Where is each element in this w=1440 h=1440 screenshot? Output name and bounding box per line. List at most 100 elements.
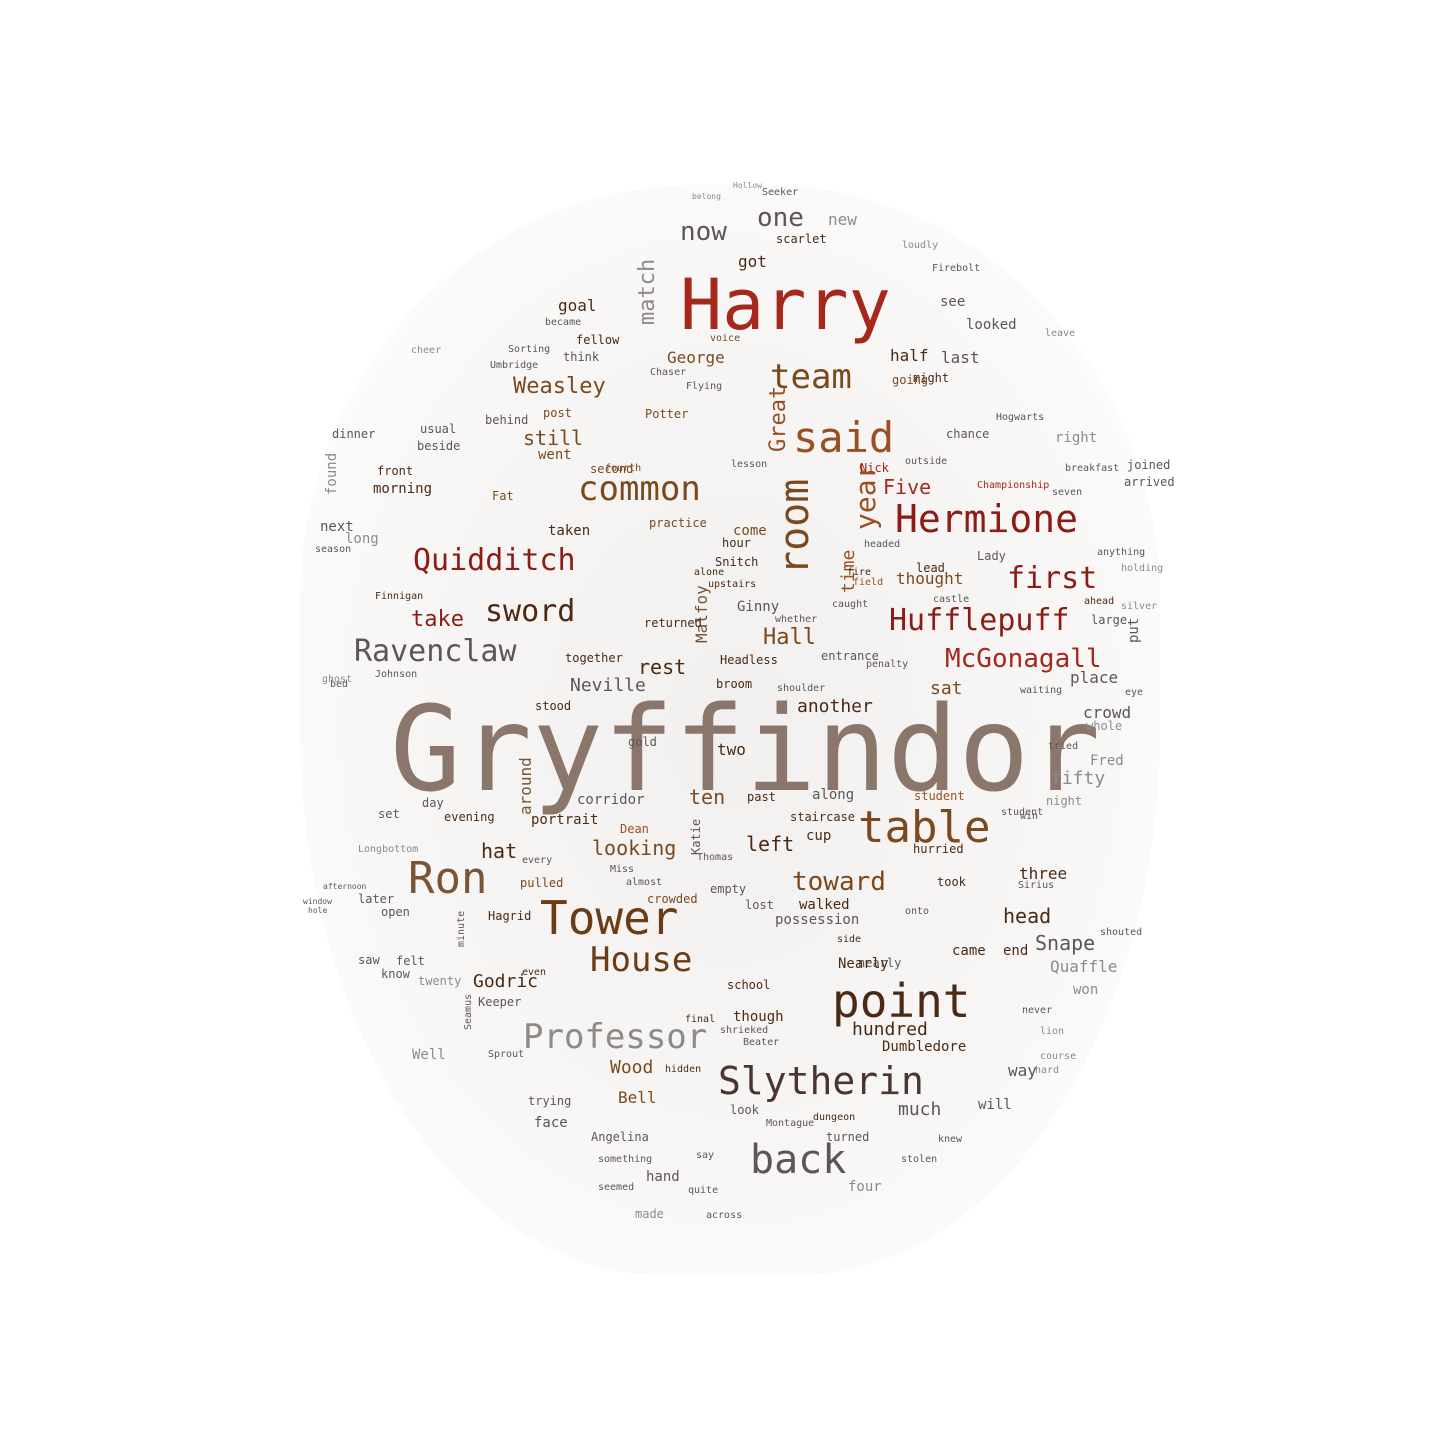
- cloud-word: chance: [946, 427, 990, 441]
- cloud-word: usual: [420, 422, 457, 436]
- cloud-word: took: [937, 875, 966, 889]
- cloud-word: Hagrid: [488, 909, 532, 923]
- cloud-word: Hollow: [733, 181, 762, 190]
- cloud-word: fourth: [605, 463, 642, 474]
- cloud-word: Great: [766, 385, 791, 452]
- word-cloud-background-shape: [300, 185, 1160, 1275]
- cloud-word: student: [914, 789, 965, 803]
- cloud-word: anything: [1097, 547, 1146, 558]
- cloud-word: Harry: [680, 264, 891, 346]
- cloud-word: leave: [1045, 328, 1076, 339]
- cloud-word: Tower: [540, 891, 679, 945]
- cloud-word: Gryffindor: [390, 680, 1101, 818]
- cloud-word: twenty: [418, 974, 462, 988]
- cloud-word: saw: [358, 953, 380, 967]
- cloud-word: Montague: [766, 1118, 815, 1129]
- cloud-word: Ginny: [737, 599, 780, 615]
- cloud-word: rest: [638, 655, 687, 679]
- cloud-word: window: [303, 897, 332, 906]
- cloud-word: Bell: [618, 1088, 657, 1107]
- cloud-word: looking: [592, 836, 677, 860]
- cloud-word: final: [685, 1014, 716, 1025]
- cloud-word: made: [635, 1207, 664, 1221]
- cloud-word: stolen: [901, 1154, 938, 1165]
- cloud-word: one: [757, 203, 804, 233]
- cloud-word: Dean: [620, 822, 649, 836]
- cloud-word: face: [534, 1115, 568, 1131]
- cloud-word: headed: [864, 539, 901, 550]
- cloud-word: might: [913, 371, 950, 385]
- cloud-word: beside: [417, 439, 461, 453]
- cloud-word: whole: [1086, 719, 1123, 733]
- cloud-word: found: [324, 452, 340, 495]
- cloud-word: ahead: [1084, 596, 1115, 607]
- cloud-word: around: [516, 757, 535, 815]
- cloud-word: practice: [649, 516, 707, 530]
- cloud-word: Wood: [610, 1057, 654, 1078]
- cloud-word: Hogwarts: [996, 412, 1045, 423]
- cloud-word: Finnigan: [375, 591, 424, 602]
- cloud-word: nearly: [858, 956, 902, 970]
- cloud-word: Snape: [1035, 931, 1096, 955]
- cloud-word: Umbridge: [490, 360, 539, 371]
- cloud-word: Fat: [492, 489, 514, 503]
- cloud-word: Malfoy: [692, 585, 711, 643]
- cloud-word: seven: [1052, 487, 1083, 498]
- cloud-word: quite: [688, 1185, 719, 1196]
- cloud-word: voice: [710, 333, 741, 344]
- cloud-word: broom: [716, 677, 753, 691]
- cloud-word: season: [315, 544, 352, 555]
- cloud-word: way: [1008, 1061, 1037, 1080]
- cloud-word: new: [828, 210, 857, 229]
- cloud-word: shouted: [1100, 927, 1143, 938]
- cloud-word: taken: [548, 523, 591, 539]
- cloud-word: still: [523, 426, 584, 450]
- cloud-word: Nick: [860, 461, 889, 475]
- cloud-word: Flying: [686, 381, 723, 392]
- cloud-word: loudly: [902, 240, 939, 251]
- cloud-word: Godric: [473, 971, 539, 992]
- cloud-word: ghost: [322, 674, 353, 685]
- cloud-word: fifty: [1051, 768, 1106, 789]
- cloud-word: McGonagall: [945, 644, 1102, 674]
- cloud-word: room: [772, 478, 818, 575]
- cloud-word: George: [667, 348, 725, 367]
- cloud-word: crowd: [1083, 703, 1132, 722]
- cloud-word: seemed: [598, 1182, 635, 1193]
- cloud-word: three: [1019, 864, 1068, 883]
- cloud-word: know: [381, 967, 410, 981]
- cloud-word: left: [746, 832, 795, 856]
- cloud-word: onto: [905, 906, 930, 917]
- cloud-word: Neville: [570, 675, 646, 696]
- cloud-word: arrived: [1124, 475, 1175, 489]
- cloud-word: something: [598, 1154, 653, 1165]
- cloud-word: half: [890, 346, 929, 365]
- cloud-word: Potter: [645, 407, 689, 421]
- cloud-word: Beater: [743, 1037, 780, 1048]
- cloud-word: hole: [308, 906, 328, 915]
- cloud-word: fire: [847, 567, 872, 578]
- cloud-word: crowded: [647, 892, 698, 906]
- cloud-word: Ravenclaw: [354, 634, 517, 669]
- cloud-word: hidden: [665, 1064, 702, 1075]
- cloud-word: two: [717, 740, 746, 759]
- cloud-word: got: [738, 252, 767, 271]
- cloud-word: went: [538, 447, 572, 463]
- cloud-word: right: [1055, 430, 1098, 446]
- cloud-word: came: [952, 943, 986, 959]
- cloud-word: House: [590, 940, 693, 980]
- cloud-word: hurried: [913, 842, 964, 856]
- cloud-word: long: [345, 531, 379, 547]
- cloud-word: lead: [916, 561, 945, 575]
- cloud-word: though: [733, 1009, 784, 1025]
- cloud-word: portrait: [531, 812, 599, 828]
- cloud-word: Professor: [523, 1017, 708, 1057]
- cloud-word: come: [733, 523, 767, 539]
- cloud-word: Angelina: [591, 1130, 649, 1144]
- cloud-word: scarlet: [776, 232, 827, 246]
- cloud-word: hundred: [852, 1019, 928, 1040]
- cloud-word: goal: [558, 296, 597, 315]
- cloud-word: tried: [1048, 741, 1079, 752]
- cloud-word: night: [1046, 794, 1083, 808]
- cloud-word: Fred: [1090, 753, 1124, 769]
